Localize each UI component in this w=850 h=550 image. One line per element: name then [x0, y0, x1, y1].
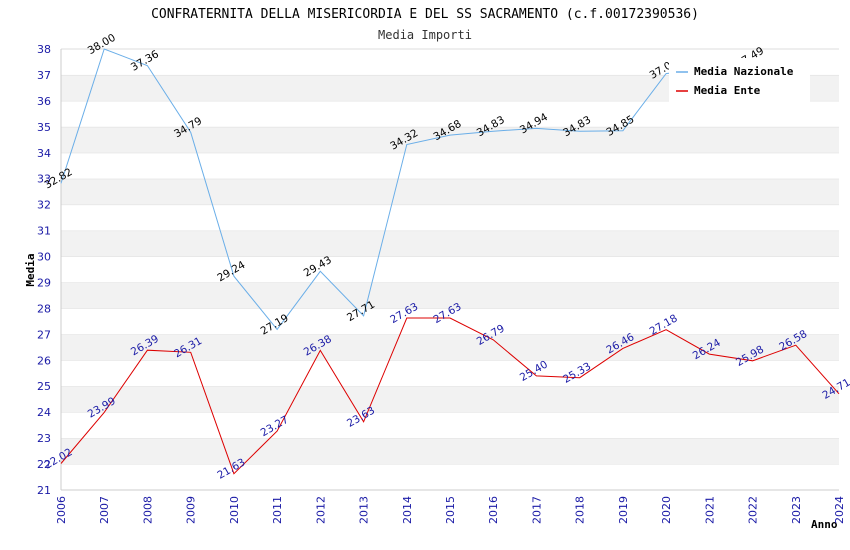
y-tick-label: 35: [37, 121, 51, 134]
y-tick-label: 29: [37, 276, 51, 289]
x-tick-label: 2016: [487, 496, 500, 524]
y-tick-label: 31: [37, 225, 51, 238]
grid-band: [61, 360, 839, 387]
legend-label-media-nazionale: Media Nazionale: [694, 65, 794, 78]
x-ticks: 2006 2007 2008 2009 2010 2011 2012 2013 2014 2015…: [55, 496, 846, 524]
grid-band: [61, 178, 839, 205]
y-tick-label: 26: [37, 354, 51, 367]
grid-band: [61, 126, 839, 153]
grid-band: [61, 412, 839, 439]
x-tick-label: 2023: [790, 496, 803, 524]
grid-band: [61, 100, 839, 127]
x-tick-label: 2007: [98, 496, 111, 524]
x-tick-label: 2017: [530, 496, 543, 524]
y-tick-label: 22: [37, 458, 51, 471]
grid-band: [61, 152, 839, 179]
grid-band: [61, 204, 839, 231]
y-tick-label: 21: [37, 484, 51, 497]
grid-bands: [61, 48, 839, 490]
x-tick-label: 2019: [617, 496, 630, 524]
x-tick-label: 2021: [703, 496, 716, 524]
x-tick-label: 2006: [55, 496, 68, 524]
series-line-media-ente: [60, 317, 840, 475]
axes: [60, 49, 839, 491]
legend-label-media-ente: Media Ente: [694, 84, 761, 97]
legend: Media Nazionale Media Ente: [669, 58, 810, 102]
y-tick-label: 24: [37, 406, 51, 419]
y-tick-label: 34: [37, 147, 51, 160]
x-tick-label: 2009: [185, 496, 198, 524]
grid-band: [61, 334, 839, 361]
x-tick-label: 2011: [271, 496, 284, 524]
grid-band: [61, 464, 839, 490]
y-axis-label: Media: [24, 253, 37, 286]
grid-band: [61, 386, 839, 413]
x-tick-label: 2010: [228, 496, 241, 524]
series-line-media-nazionale: [60, 48, 753, 331]
x-tick-label: 2013: [358, 496, 371, 524]
y-tick-label: 25: [37, 380, 51, 393]
x-tick-label: 2012: [314, 496, 327, 524]
y-tick-label: 28: [37, 302, 51, 315]
series-lines: [60, 48, 840, 475]
y-tick-label: 38: [37, 43, 51, 56]
grid-band: [61, 308, 839, 335]
grid-band: [61, 438, 839, 465]
y-tick-label: 23: [37, 432, 51, 445]
legend-box: [669, 58, 810, 102]
chart-subtitle: Media Importi: [378, 28, 472, 42]
grid-band: [61, 256, 839, 283]
grid-band: [61, 282, 839, 309]
y-tick-label: 37: [37, 69, 51, 82]
grid-band: [61, 230, 839, 257]
y-tick-label: 33: [37, 173, 51, 186]
x-tick-label: 2024: [833, 496, 846, 524]
y-tick-label: 32: [37, 199, 51, 212]
chart-title: CONFRATERNITA DELLA MISERICORDIA E DEL S…: [151, 7, 699, 22]
x-axis-label: Anno: [811, 518, 838, 531]
y-ticks: 21 22 23 24 25 26 27 28 29 30 31 32 33 34 35 36 37 38: [37, 43, 51, 497]
x-tick-label: 2008: [141, 496, 154, 524]
x-tick-label: 2014: [401, 496, 414, 524]
y-tick-label: 27: [37, 328, 51, 341]
x-tick-label: 2015: [444, 496, 457, 524]
y-tick-label: 36: [37, 95, 51, 108]
x-tick-label: 2020: [660, 496, 673, 524]
x-tick-label: 2018: [574, 496, 587, 524]
y-tick-label: 30: [37, 251, 51, 264]
x-tick-label: 2022: [747, 496, 760, 524]
